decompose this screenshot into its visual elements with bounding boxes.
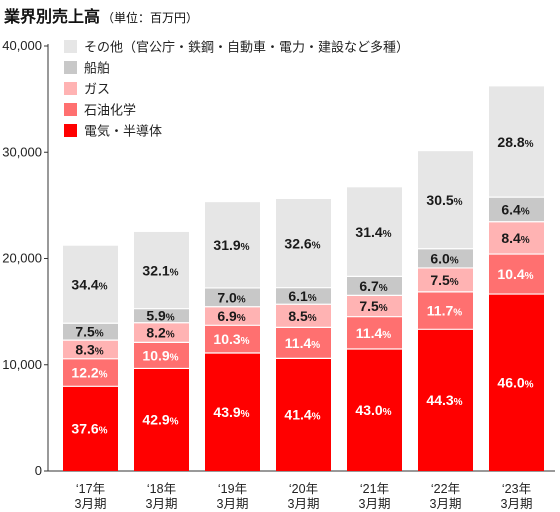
y-tick-label: 30,000 xyxy=(2,144,42,159)
x-tick-label: 3月期 xyxy=(75,497,107,511)
data-label: 46.0% xyxy=(497,375,533,391)
y-tick-label: 40,000 xyxy=(2,38,42,53)
bar-segment xyxy=(63,340,118,359)
bar-segment xyxy=(347,187,402,277)
x-tick-label: ‘18年 xyxy=(147,482,176,496)
x-tick-label: 3月期 xyxy=(288,497,320,511)
data-label: 10.3% xyxy=(213,331,249,347)
legend-label: 船舶 xyxy=(84,61,110,77)
data-label: 32.1% xyxy=(142,262,178,278)
legend-swatch xyxy=(64,61,77,74)
bar-stack: 43.9%10.3%6.9%7.0%31.9% xyxy=(205,202,260,471)
bar-segment xyxy=(418,151,473,249)
x-tick-label: ‘17年 xyxy=(76,482,105,496)
bar-stack: 43.0%11.4%7.5%6.7%31.4% xyxy=(347,187,402,471)
bar-segment xyxy=(134,308,189,323)
data-label: 34.4% xyxy=(71,276,107,292)
data-label: 10.4% xyxy=(497,266,533,282)
data-label: 31.9% xyxy=(213,237,249,253)
bar-segment xyxy=(63,386,118,471)
x-tick-label: ‘19年 xyxy=(218,482,247,496)
bar-segment xyxy=(418,248,473,268)
bar-segment xyxy=(489,86,544,198)
x-tick-label: 3月期 xyxy=(146,497,178,511)
bar-segment xyxy=(205,202,260,288)
data-label: 28.8% xyxy=(497,134,533,150)
legend-swatch xyxy=(64,82,77,95)
y-tick-label: 20,000 xyxy=(2,251,42,266)
data-label: 41.4% xyxy=(284,407,320,423)
bar-segment xyxy=(489,254,544,295)
data-label: 32.6% xyxy=(284,235,320,251)
legend-swatch xyxy=(64,40,77,53)
bar-stack: 37.6%12.2%8.3%7.5%34.4% xyxy=(63,245,118,471)
data-label: 43.0% xyxy=(355,402,391,418)
chart-subtitle: （単位：百万円） xyxy=(102,11,199,25)
y-tick-label: 0 xyxy=(35,463,42,478)
data-label: 10.9% xyxy=(142,347,178,363)
bar-segment xyxy=(347,316,402,350)
bar-stack: 41.4%11.4%8.5%6.1%32.6% xyxy=(276,199,331,471)
x-tick-label: ‘20年 xyxy=(289,482,318,496)
chart-title-block: 業界別売上高 （単位：百万円） xyxy=(4,3,198,27)
bar-segment xyxy=(276,327,331,359)
bar-segment xyxy=(205,287,260,307)
bar-segment xyxy=(418,267,473,292)
x-tick-label: 3月期 xyxy=(217,497,249,511)
bar-segment xyxy=(134,322,189,343)
x-tick-label: 3月期 xyxy=(430,497,462,511)
data-label: 37.6% xyxy=(71,421,107,437)
x-tick-label: 3月期 xyxy=(359,497,391,511)
bar-stack: 44.3%11.7%7.5%6.0%30.5% xyxy=(418,151,473,471)
bar-segment xyxy=(347,349,402,471)
bar-segment xyxy=(63,245,118,324)
bar-segment xyxy=(276,358,331,471)
bar-segment xyxy=(205,325,260,353)
bar-segment xyxy=(418,329,473,471)
bar-segment xyxy=(205,306,260,326)
legend-label: その他（官公庁・鉄鋼・自動車・電力・建設など多種） xyxy=(84,40,409,56)
legend-swatch xyxy=(64,124,77,137)
bar-segment xyxy=(205,352,260,471)
x-tick-label: ‘22年 xyxy=(431,482,460,496)
x-tick-label: 3月期 xyxy=(501,497,533,511)
data-label: 42.9% xyxy=(142,412,178,428)
bar-stack: 42.9%10.9%8.2%5.9%32.1% xyxy=(134,231,189,471)
legend-swatch xyxy=(64,103,77,116)
data-label: 31.4% xyxy=(355,224,391,240)
bar-segment xyxy=(347,295,402,317)
bar-segment xyxy=(134,231,189,309)
bar-stack: 46.0%10.4%8.4%6.4%28.8% xyxy=(489,86,544,471)
x-tick-label: ‘23年 xyxy=(502,482,531,496)
bar-segment xyxy=(489,197,544,222)
bar-segment xyxy=(418,291,473,330)
y-tick-label: 10,000 xyxy=(2,357,42,372)
bar-segment xyxy=(63,358,118,387)
bar-segment xyxy=(134,368,189,471)
data-label: 30.5% xyxy=(426,192,462,208)
bar-segment xyxy=(276,287,331,305)
legend-label: 電気・半導体 xyxy=(84,124,162,140)
data-label: 43.9% xyxy=(213,404,249,420)
bar-segment xyxy=(347,276,402,296)
bar-segment xyxy=(489,294,544,471)
legend-label: ガス xyxy=(84,83,110,98)
chart-title: 業界別売上高 xyxy=(4,7,101,26)
data-label: 44.3% xyxy=(426,392,462,408)
data-label: 12.2% xyxy=(71,365,107,381)
bar-segment xyxy=(276,199,331,288)
bar-segment xyxy=(134,342,189,369)
x-tick-label: ‘21年 xyxy=(360,482,389,496)
bar-segment xyxy=(276,304,331,328)
bar-segment xyxy=(63,323,118,341)
bar-segment xyxy=(489,221,544,255)
legend-label: 石油化学 xyxy=(84,103,136,119)
